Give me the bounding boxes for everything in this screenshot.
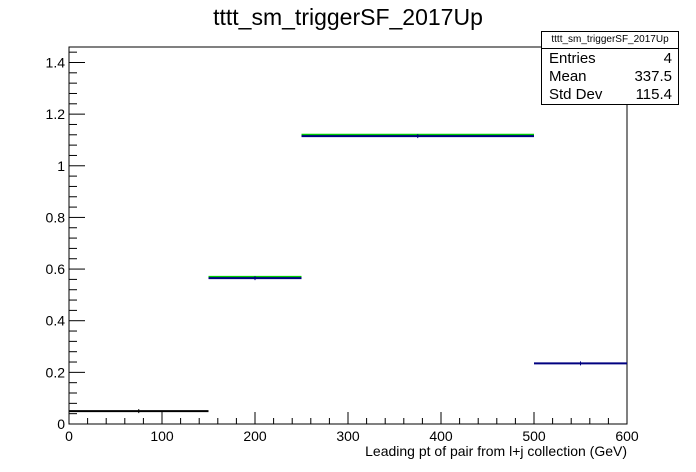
stats-label: Entries: [549, 50, 596, 67]
y-tick-label: 1: [57, 158, 65, 174]
y-tick-label: 0: [57, 416, 65, 432]
stats-box: tttt_sm_triggerSF_2017Up Entries 4 Mean …: [541, 31, 679, 105]
stats-value: 4: [663, 50, 672, 67]
stats-box-title: tttt_sm_triggerSF_2017Up: [542, 32, 678, 49]
stats-label: Mean: [549, 68, 587, 85]
y-tick-label: 0.4: [46, 313, 66, 329]
x-tick-label: 600: [615, 428, 639, 444]
stats-label: Std Dev: [549, 86, 603, 103]
y-tick-label: 0.6: [46, 261, 66, 277]
stats-row-stddev: Std Dev 115.4: [542, 85, 678, 103]
x-tick-label: 500: [522, 428, 546, 444]
stats-row-mean: Mean 337.5: [542, 67, 678, 85]
y-tick-label: 1.2: [46, 106, 66, 122]
x-tick-label: 300: [336, 428, 360, 444]
stats-row-entries: Entries 4: [542, 49, 678, 67]
stats-value: 337.5: [634, 68, 672, 85]
x-tick-label: 0: [65, 428, 73, 444]
x-axis-label: Leading pt of pair from l+j collection (…: [365, 443, 627, 459]
x-tick-label: 400: [429, 428, 453, 444]
stats-value: 115.4: [635, 86, 672, 103]
x-tick-label: 100: [150, 428, 174, 444]
chart-title: tttt_sm_triggerSF_2017Up: [213, 4, 483, 30]
x-tick-label: 200: [243, 428, 267, 444]
y-tick-label: 0.2: [46, 364, 66, 380]
y-tick-label: 1.4: [46, 54, 66, 70]
y-tick-label: 0.8: [46, 209, 66, 225]
